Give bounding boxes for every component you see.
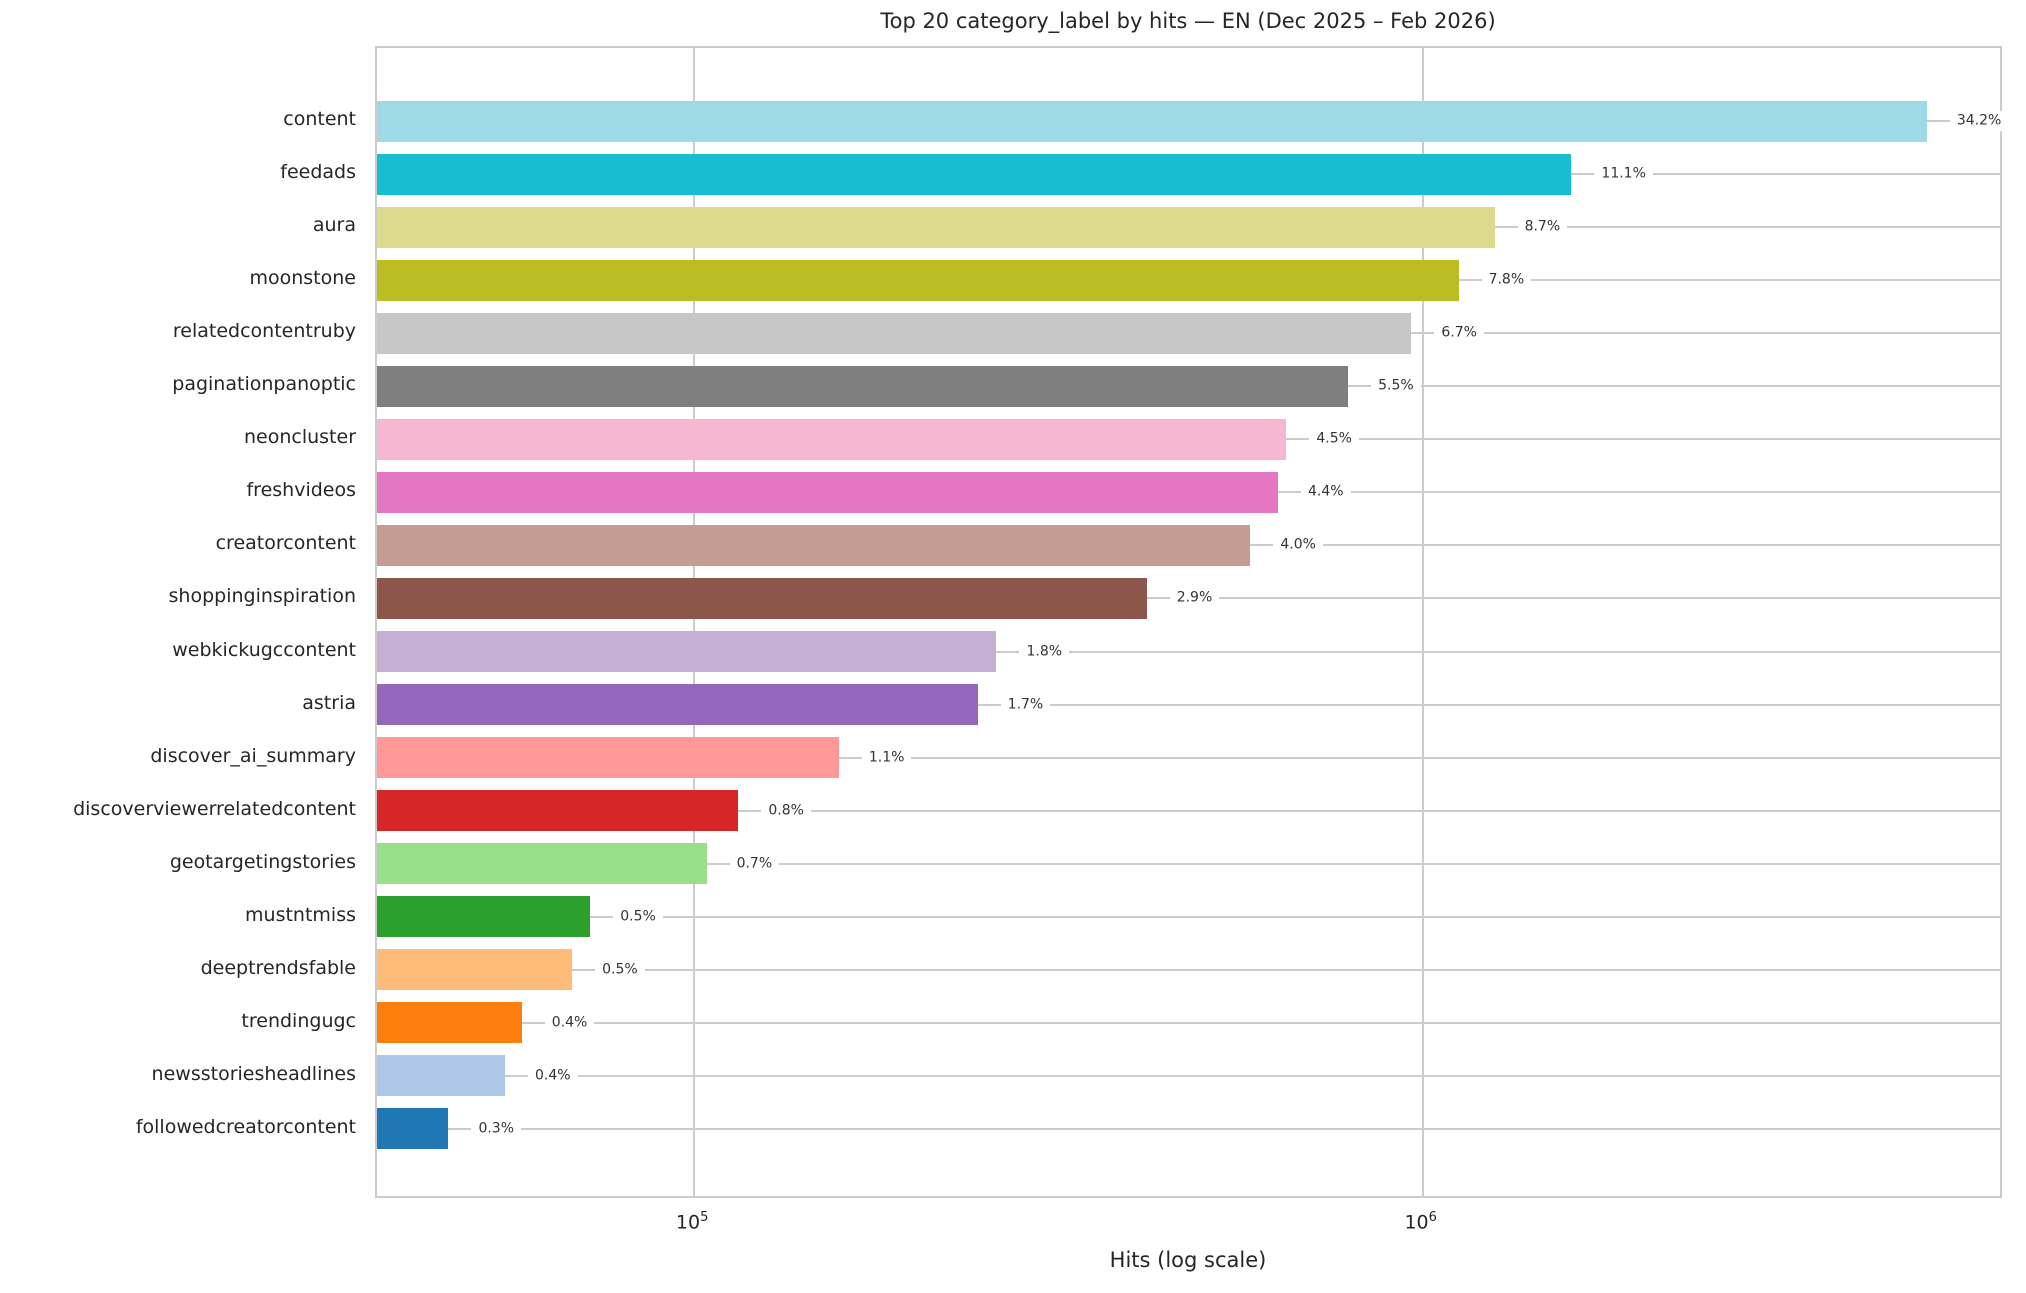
leader-line <box>521 1021 2000 1024</box>
bar-moonstone <box>377 259 1459 301</box>
leader-line <box>996 650 2000 653</box>
leader-line <box>706 862 2000 865</box>
leader-line <box>448 1127 2000 1130</box>
category-label-webkickugccontent: webkickugccontent <box>172 638 356 661</box>
category-label-paginationpanoptic: paginationpanoptic <box>172 373 356 396</box>
leader-line <box>1494 226 2000 229</box>
pct-label: 5.5% <box>1371 376 1421 396</box>
gridline <box>693 48 696 1196</box>
category-label-feedads: feedads <box>280 161 356 184</box>
leader-line <box>1278 491 2000 494</box>
pct-label: 0.5% <box>613 907 663 927</box>
category-label-shoppinginspiration: shoppinginspiration <box>168 585 356 608</box>
pct-label: 0.5% <box>595 960 645 980</box>
category-label-geotargetingstories: geotargetingstories <box>169 850 356 873</box>
pct-label: 1.1% <box>861 747 912 768</box>
leader-line <box>1571 173 2000 176</box>
bar-geotargetingstories <box>377 843 707 885</box>
bar-aura <box>377 206 1495 248</box>
category-label-freshvideos: freshvideos <box>246 479 356 502</box>
leader-line <box>590 915 2000 918</box>
bar-deeptrendsfable <box>377 949 573 991</box>
bar-shoppinginspiration <box>377 577 1147 619</box>
bar-newsstoriesheadlines <box>377 1055 505 1097</box>
pct-label: 0.4% <box>544 1013 595 1033</box>
category-label-followedcreatorcontent: followedcreatorcontent <box>135 1115 356 1138</box>
leader-line <box>1348 385 2000 388</box>
bar-feedads <box>377 153 1572 195</box>
bar-discoverviewerrelatedcontent <box>377 790 739 832</box>
x-tick-label: 105 <box>675 1210 709 1234</box>
x-axis-label: Hits (log scale) <box>1109 1248 1267 1272</box>
x-tick-label: 106 <box>1404 1210 1437 1234</box>
category-label-discover_ai_summary: discover_ai_summary <box>150 744 356 767</box>
gridline <box>1421 48 1424 1196</box>
leader-line <box>838 756 2000 759</box>
pct-label: 1.8% <box>1019 641 1070 662</box>
leader-line <box>505 1074 2000 1077</box>
category-label-astria: astria <box>302 691 356 714</box>
bar-freshvideos <box>377 471 1279 513</box>
pct-label: 2.9% <box>1169 588 1220 609</box>
chart-title: Top 20 category_label by hits — EN (Dec … <box>880 9 1496 33</box>
bar-creatorcontent <box>377 524 1251 566</box>
pct-label: 0.7% <box>729 853 780 874</box>
pct-label: 34.2% <box>1949 111 2009 131</box>
category-label-relatedcontentruby: relatedcontentruby <box>172 320 356 343</box>
category-label-discoverviewerrelatedcontent: discoverviewerrelatedcontent <box>73 797 356 820</box>
pct-label: 1.7% <box>1000 694 1051 715</box>
leader-line <box>1458 279 2000 282</box>
leader-line <box>977 703 2000 706</box>
category-label-content: content <box>283 108 356 130</box>
category-label-newsstoriesheadlines: newsstoriesheadlines <box>151 1062 356 1085</box>
category-label-creatorcontent: creatorcontent <box>215 532 356 555</box>
leader-line <box>1146 597 2000 600</box>
bar-neoncluster <box>377 418 1287 460</box>
leader-line <box>738 809 2000 812</box>
bar-astria <box>377 684 978 726</box>
category-label-trendingugc: trendingugc <box>241 1009 356 1032</box>
pct-label: 8.7% <box>1517 217 1568 237</box>
category-label-moonstone: moonstone <box>249 267 356 290</box>
category-label-neoncluster: neoncluster <box>243 426 356 449</box>
category-label-mustntmiss: mustntmiss <box>245 903 356 926</box>
pct-label: 0.4% <box>528 1066 578 1086</box>
pct-label: 0.3% <box>471 1119 522 1139</box>
bar-discover_ai_summary <box>377 737 839 779</box>
pct-label: 6.7% <box>1434 323 1484 343</box>
bar-followedcreatorcontent <box>377 1108 449 1150</box>
pct-label: 11.1% <box>1594 164 1653 184</box>
category-label-aura: aura <box>312 214 356 237</box>
leader-line <box>1250 544 2000 547</box>
leader-line <box>572 968 2000 971</box>
leader-line <box>1286 438 2000 441</box>
pct-label: 7.8% <box>1481 270 1532 290</box>
pct-label: 4.4% <box>1301 482 1351 503</box>
pct-label: 0.8% <box>761 800 811 821</box>
bar-content <box>377 100 1927 142</box>
pct-label: 4.5% <box>1309 429 1359 450</box>
bar-mustntmiss <box>377 896 591 938</box>
leader-line <box>1411 332 2000 335</box>
bar-webkickugccontent <box>377 631 997 672</box>
category-label-deeptrendsfable: deeptrendsfable <box>200 956 356 979</box>
bar-relatedcontentruby <box>377 312 1412 354</box>
bar-paginationpanoptic <box>377 365 1349 407</box>
plot-area: 34.2% 11.1% 8.7% 7.8% 6.7% 5.5% 4.5% 4.4% 4.0% 2.… <box>375 46 2009 1198</box>
pct-label: 4.0% <box>1273 535 1323 556</box>
bar-trendingugc <box>377 1002 522 1044</box>
